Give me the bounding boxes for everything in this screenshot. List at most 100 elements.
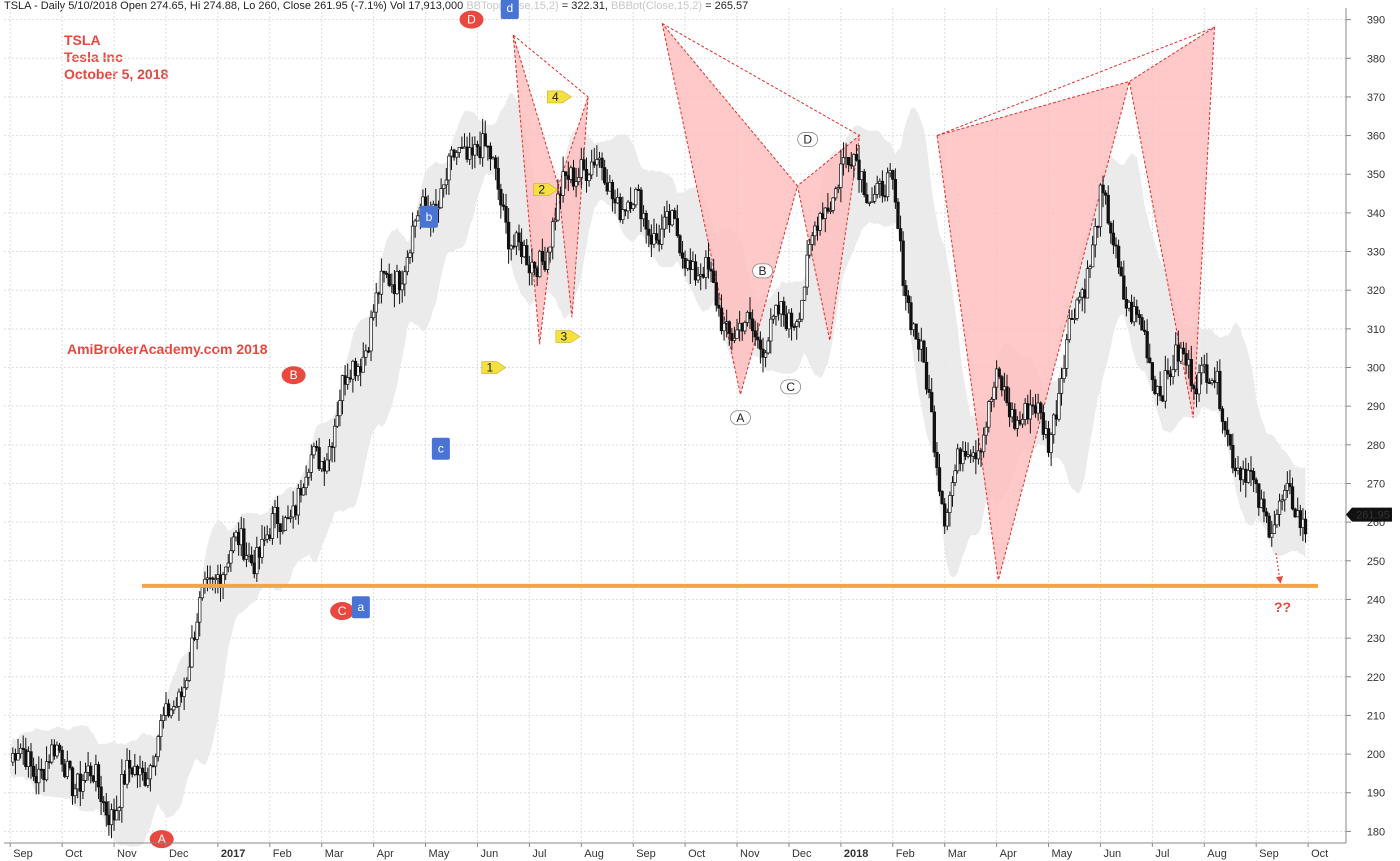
candle-body [603, 167, 607, 184]
candle-body [462, 146, 467, 149]
candle-body [151, 765, 155, 768]
candle-body [678, 235, 682, 254]
candle-body [252, 562, 256, 575]
candle-body [1018, 420, 1022, 425]
candle-body [579, 159, 583, 178]
candle-body [1153, 379, 1157, 394]
candle-body [94, 764, 98, 782]
marker-label: D [803, 132, 812, 146]
candle-body [802, 286, 807, 301]
candle-body [239, 528, 243, 546]
candle-body [397, 271, 402, 291]
candle-body [966, 454, 970, 457]
candle-body [382, 270, 386, 274]
candle-body [917, 338, 921, 350]
candle-body [657, 239, 661, 245]
candle-body [1132, 306, 1136, 323]
candle-body [584, 169, 589, 182]
candle-body [1098, 184, 1103, 228]
candle-body [65, 760, 69, 777]
candle-body [800, 299, 804, 320]
candlestick-series [11, 119, 1308, 839]
candle-body [338, 400, 342, 417]
candle-body [849, 164, 853, 167]
candle-body [948, 495, 952, 513]
candle-body [1062, 368, 1066, 379]
candle-body [1067, 318, 1071, 341]
candle-body [327, 446, 332, 461]
candle-body [89, 765, 93, 777]
candle-body [1267, 515, 1271, 538]
candle-body [896, 201, 900, 229]
candle-body [1135, 306, 1139, 315]
candle-body [1200, 364, 1204, 374]
candle-body [1275, 514, 1279, 526]
candle-body [351, 360, 355, 380]
candle-body [369, 317, 373, 352]
candle-body [719, 307, 724, 332]
y-tick-label: 310 [1367, 324, 1385, 336]
candle-body [1197, 372, 1201, 395]
candle-body [834, 188, 838, 199]
x-tick-label: Feb [273, 848, 292, 860]
y-tick-label: 290 [1367, 401, 1385, 413]
candle-body [753, 330, 757, 338]
candle-body [956, 448, 960, 472]
y-tick-label: 230 [1367, 633, 1385, 645]
candle-body [470, 147, 474, 156]
candle-body [273, 506, 277, 515]
candle-body [377, 292, 381, 295]
candle-body [994, 368, 999, 388]
candle-body [148, 765, 153, 780]
candle-body [1088, 266, 1092, 270]
candle-body [164, 703, 168, 716]
marker-white-A: A [730, 410, 751, 426]
harmonic-pattern-xd-line [512, 34, 589, 98]
candle-body [631, 204, 635, 209]
candle-body [1028, 404, 1033, 420]
candle-body [387, 273, 391, 286]
candle-body [294, 505, 298, 516]
marker-label: A [158, 832, 166, 846]
bbbot-label: BBBot(Close,15,2) [610, 0, 703, 12]
candle-body [1039, 402, 1043, 413]
candle-body [857, 159, 861, 180]
candle-body [1293, 508, 1297, 518]
candle-body [1080, 289, 1084, 298]
candle-body [571, 167, 576, 187]
candle-body [24, 749, 28, 767]
candle-body [582, 159, 586, 170]
candle-body [618, 197, 622, 221]
candle-body [1181, 347, 1186, 354]
candle-body [107, 814, 111, 826]
candle-body [353, 360, 358, 377]
candle-body [16, 753, 20, 761]
candle-body [592, 161, 596, 166]
candle-body [1272, 524, 1277, 534]
marker-label: b [426, 210, 433, 224]
candle-body [135, 765, 140, 776]
candle-body [50, 744, 54, 763]
candle-body [286, 517, 290, 520]
candle-body [104, 801, 108, 816]
candle-body [340, 375, 345, 401]
candle-body [1189, 359, 1193, 386]
candle-body [909, 302, 913, 331]
candle-body [553, 219, 557, 223]
candle-body [1285, 483, 1289, 491]
candle-body [81, 780, 85, 792]
candle-body [883, 195, 887, 198]
candle-body [737, 322, 742, 331]
candle-body [621, 209, 625, 221]
candle-body [96, 764, 101, 788]
candle-body [984, 426, 988, 436]
candle-body [408, 252, 412, 258]
candle-body [963, 450, 968, 457]
harmonic-triangle-bcd [797, 135, 860, 341]
candle-body [320, 461, 324, 470]
candle-body [496, 167, 500, 190]
x-tick-label: Nov [117, 848, 137, 860]
y-tick-label: 280 [1367, 440, 1385, 452]
candle-body [512, 245, 516, 248]
candle-body [847, 157, 851, 166]
